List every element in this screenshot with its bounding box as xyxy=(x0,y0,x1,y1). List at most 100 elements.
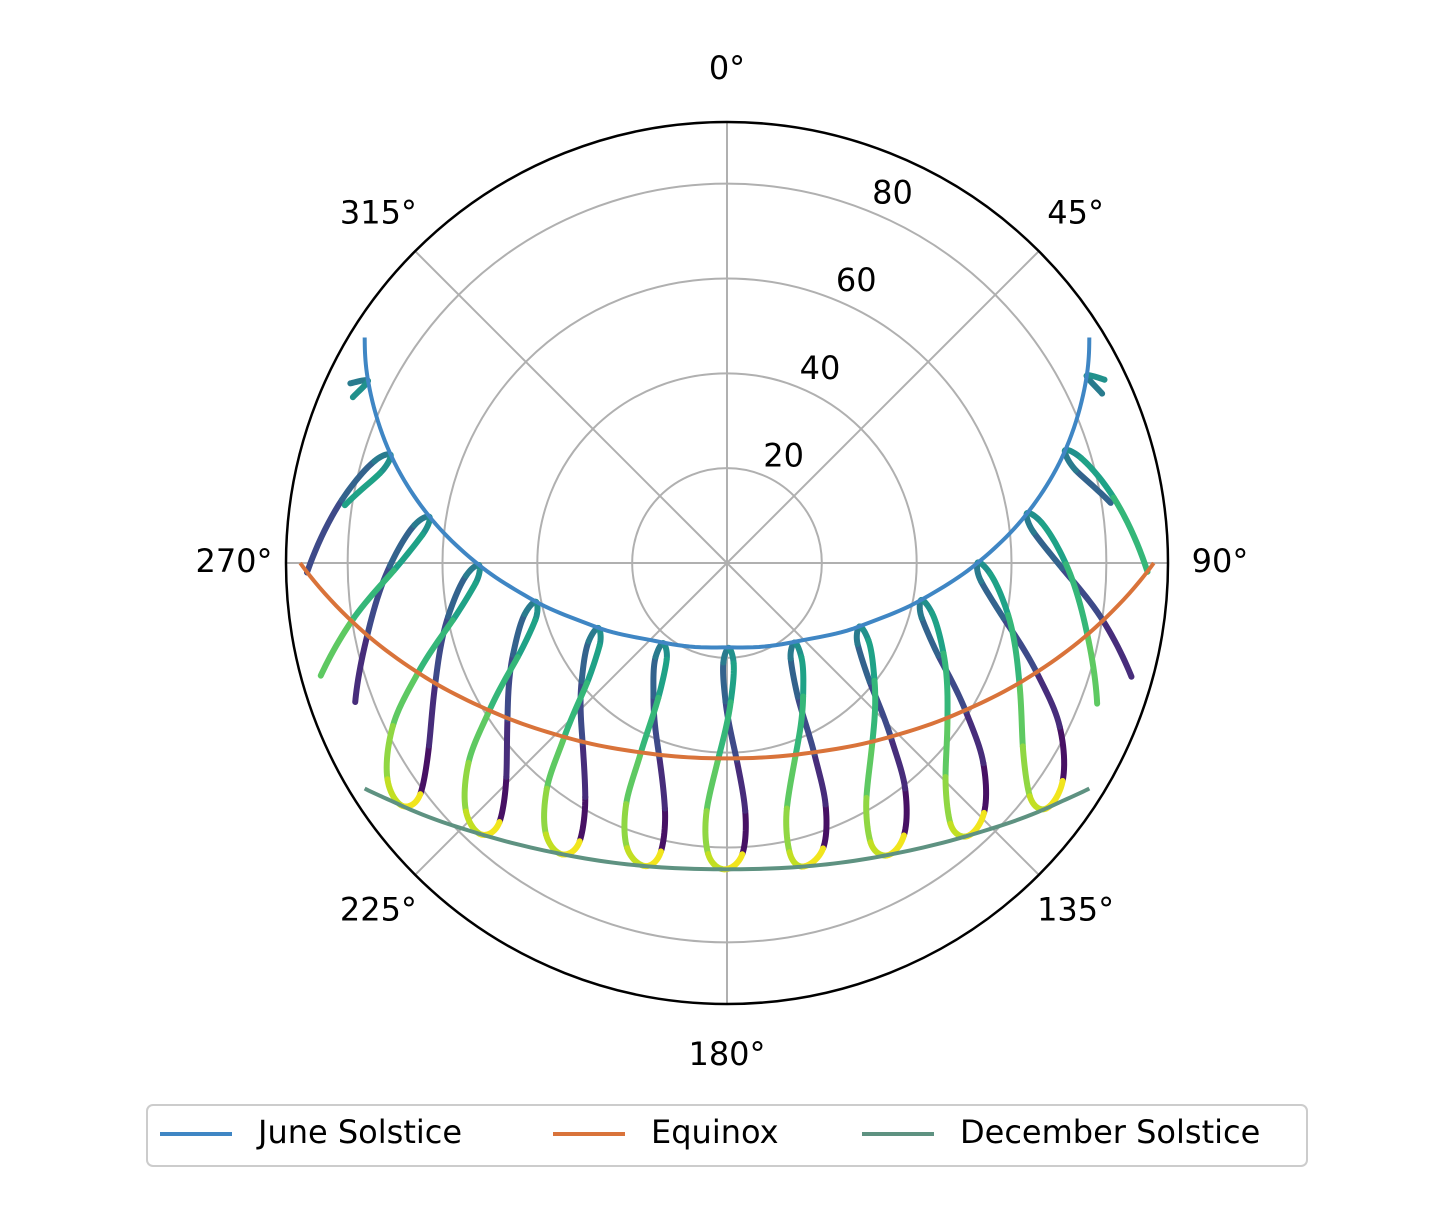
theta-tick-label: 180° xyxy=(688,1035,765,1073)
analemma-segment xyxy=(426,680,439,749)
analemma-segment xyxy=(383,722,396,783)
r-tick-label: 40 xyxy=(800,349,841,387)
analemma-segment xyxy=(1063,561,1091,639)
theta-tick-label: 225° xyxy=(340,891,417,929)
analemma-segment xyxy=(942,715,951,780)
analemma-segment xyxy=(386,522,418,569)
analemma-segment xyxy=(739,807,749,858)
analemma-segment xyxy=(1078,455,1117,501)
grid-ring xyxy=(346,182,1108,944)
analemma-segment xyxy=(977,578,1007,622)
analemma-segment xyxy=(820,801,830,852)
analemma-segment xyxy=(1030,529,1066,572)
analemma-segment xyxy=(1033,669,1063,730)
analemma-segment xyxy=(348,567,397,625)
analemma-segment xyxy=(1016,680,1026,750)
analemma-segment xyxy=(465,708,493,766)
grid-spoke xyxy=(726,250,1040,564)
analemma-segment xyxy=(486,654,521,715)
analemma-segment xyxy=(918,615,942,659)
analemma-segment xyxy=(869,677,879,746)
analemma-segment xyxy=(576,794,589,845)
analemma-segment xyxy=(621,801,631,852)
analemma-segment xyxy=(900,785,910,839)
analemma-segment xyxy=(510,611,528,658)
analemma-segment xyxy=(1084,632,1101,707)
analemma-segment xyxy=(783,805,793,856)
series-line xyxy=(362,337,1092,650)
analemma-segment xyxy=(637,694,662,757)
analemma-segment xyxy=(414,617,456,677)
analemma-segment xyxy=(541,785,550,838)
theta-tick-label: 135° xyxy=(1037,891,1114,929)
theta-tick-label: 0° xyxy=(709,49,745,87)
analemma-segment xyxy=(514,617,539,661)
analemma-segment xyxy=(417,742,433,798)
analemma-segment xyxy=(854,640,873,685)
analemma-segment xyxy=(940,650,951,722)
analemma-segment xyxy=(461,759,472,815)
analemma-segment xyxy=(787,655,801,700)
r-tick-label: 20 xyxy=(763,436,804,474)
analemma-segment xyxy=(733,756,749,814)
analemma-segment xyxy=(863,794,874,846)
analemma-segment xyxy=(578,638,592,685)
analemma-segment xyxy=(657,805,669,855)
analemma-segment xyxy=(1056,723,1068,784)
legend-label: June Solstice xyxy=(256,1113,462,1151)
analemma-segment xyxy=(579,739,589,801)
analemma-segment xyxy=(561,680,590,741)
series-line xyxy=(363,786,1091,872)
analemma-segment xyxy=(390,531,426,574)
theta-tick-label: 270° xyxy=(195,542,272,580)
analemma-segment xyxy=(623,750,644,808)
legend: June Solstice Equinox December Solstice xyxy=(160,1113,1260,1151)
analemma-segment xyxy=(783,752,799,812)
analemma-segment xyxy=(655,656,670,701)
r-tick-label: 60 xyxy=(836,261,877,299)
grid-ring xyxy=(441,277,1013,849)
grid xyxy=(284,120,1170,1006)
analemma-segment xyxy=(792,693,807,759)
analemma-segment xyxy=(449,580,479,624)
analemma-segment xyxy=(543,734,568,792)
analemma-segment xyxy=(942,774,954,827)
analemma-segment xyxy=(338,458,378,503)
analemma-segment xyxy=(1099,617,1135,680)
analemma-segment xyxy=(929,609,947,657)
analemma-segment xyxy=(650,654,659,700)
legend-label: December Solstice xyxy=(960,1113,1260,1151)
r-tick-label: 80 xyxy=(872,174,913,212)
analemma-segment xyxy=(303,496,345,576)
theta-tick-label: 90° xyxy=(1192,542,1249,580)
tick-labels: 0° 45° 90° 135° 180° 225° 270° 315° 20 40 60 80 xyxy=(195,49,1248,1073)
grid-spoke xyxy=(414,250,728,564)
outer-frame xyxy=(284,120,1170,1006)
series-line xyxy=(298,561,1156,761)
analemma-segment xyxy=(727,660,737,706)
analemma-segment xyxy=(980,760,990,816)
analemma-segment xyxy=(720,659,729,705)
analemma-segment xyxy=(811,750,829,808)
analemma-segment xyxy=(863,739,876,801)
theta-tick-label: 315° xyxy=(340,193,417,231)
theta-tick-label: 45° xyxy=(1047,193,1104,231)
analemma-segment xyxy=(503,716,511,780)
analemma-segment xyxy=(496,773,510,825)
analemma-segment xyxy=(1038,519,1070,568)
analemma-segment xyxy=(1005,612,1023,687)
analemma-segment xyxy=(583,642,603,687)
grid-ring xyxy=(536,372,918,754)
legend-label: Equinox xyxy=(651,1113,779,1151)
analemma-segment xyxy=(798,654,807,700)
analemma-segment xyxy=(887,734,909,792)
analemma-segment xyxy=(389,670,421,729)
analemma-segment xyxy=(703,756,722,815)
analemma-segment xyxy=(352,632,371,705)
analemma-segment xyxy=(715,699,734,763)
plot-area xyxy=(298,337,1156,873)
analemma-segment xyxy=(1110,494,1151,575)
analemma-segment xyxy=(1019,743,1033,800)
analemma-segment xyxy=(445,572,470,620)
